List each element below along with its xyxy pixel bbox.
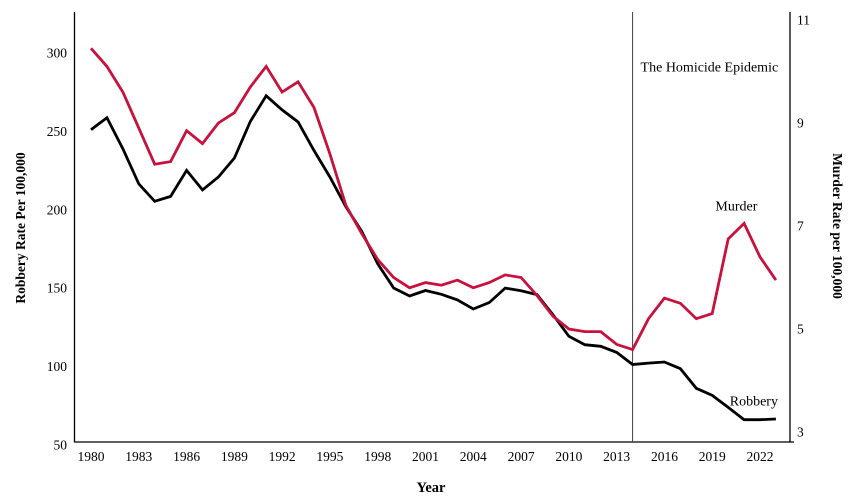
x-tick-label-2010: 2010 [555,449,582,464]
x-tick-label-1986: 1986 [173,449,200,464]
right-tick-label-3: 3 [797,425,804,440]
x-tick-label-1995: 1995 [316,449,343,464]
murder-line [89,47,778,352]
robbery-series-label: Robbery [730,395,778,410]
x-tick-label-2001: 2001 [412,449,439,464]
left-tick-label-250: 250 [47,124,68,139]
murder-series-label: Murder [715,200,757,215]
plot-frame [73,12,794,443]
x-axis-title: Year [417,480,447,496]
x-axis-tick-labels: 1980 1983 1986 1989 1992 1995 1998 2001 2004 2007… [78,449,774,464]
x-tick-label-2016: 2016 [651,449,678,464]
x-tick-label-2022: 2022 [747,449,774,464]
x-tick-label-1983: 1983 [125,449,152,464]
right-tick-label-5: 5 [797,322,804,337]
x-tick-label-1998: 1998 [364,449,391,464]
series-lines [89,47,778,422]
x-tick-label-1980: 1980 [78,449,105,464]
left-tick-label-300: 300 [47,46,68,61]
x-tick-label-1989: 1989 [221,449,248,464]
left-tick-label-50: 50 [54,437,68,452]
left-axis-title: Robbery Rate Per 100,000 [13,152,28,303]
right-tick-label-7: 7 [797,219,804,234]
x-tick-label-2004: 2004 [460,449,487,464]
x-tick-label-2007: 2007 [508,449,535,464]
x-tick-label-1992: 1992 [269,449,296,464]
robbery-line [90,93,776,422]
right-axis-tick-labels: 3 5 7 9 11 [797,13,810,440]
left-tick-label-200: 200 [47,202,68,217]
right-tick-label-11: 11 [797,13,810,28]
left-axis-tick-labels: 50 100 150 200 250 300 [47,46,68,453]
x-tick-label-2013: 2013 [603,449,630,464]
epidemic-annotation: The Homicide Epidemic [641,61,779,76]
left-tick-label-150: 150 [47,281,68,296]
right-tick-label-9: 9 [797,116,804,131]
left-tick-label-100: 100 [47,359,68,374]
right-axis-title: Murder Rate per 100,000 [830,153,845,299]
x-tick-label-2019: 2019 [699,449,726,464]
